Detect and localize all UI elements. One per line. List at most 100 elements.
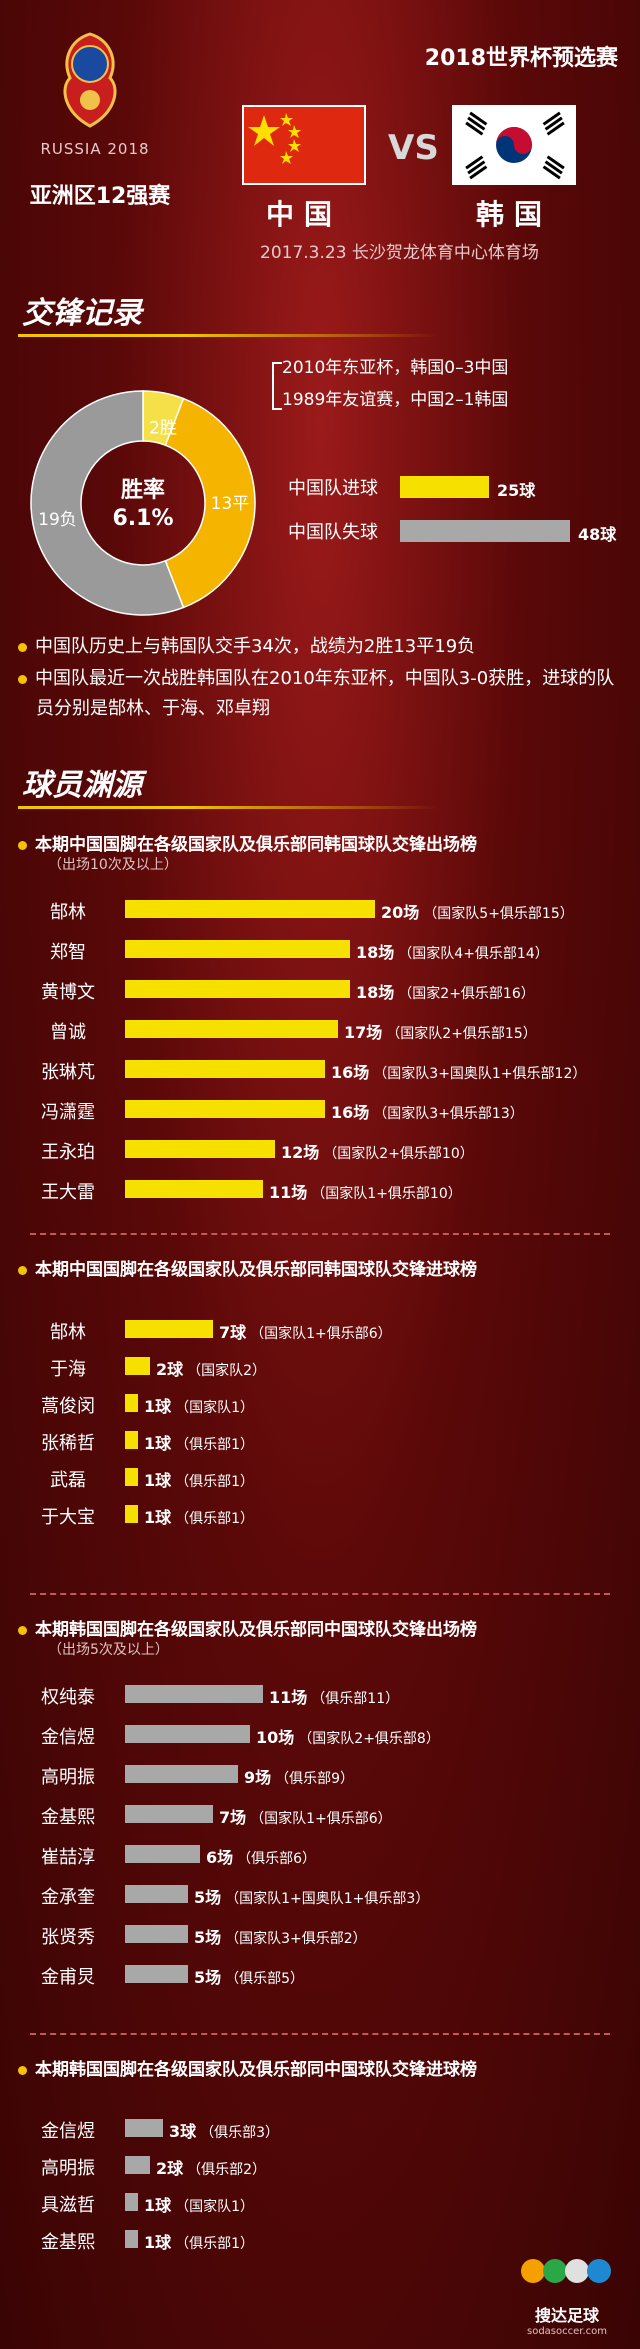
- player-bar: [125, 1885, 188, 1903]
- player-detail: （国家队2+俱乐部15）: [386, 1026, 537, 1042]
- section-divider: [30, 1593, 610, 1595]
- player-value-label: 20场 （国家队5+俱乐部15）: [381, 899, 574, 923]
- player-bar: [125, 2230, 138, 2248]
- player-detail: （俱乐部6）: [237, 1851, 317, 1867]
- player-detail: （俱乐部9）: [275, 1771, 355, 1787]
- player-value-label: 9场 （俱乐部9）: [244, 1764, 354, 1788]
- player-bar: [125, 2119, 163, 2137]
- player-bar: [125, 1100, 325, 1118]
- player-value-label: 11场 （国家队1+俱乐部10）: [269, 1179, 462, 1203]
- goals-bar-2: [400, 520, 570, 542]
- player-bar: [125, 1685, 263, 1703]
- record-note-1-text: 中国队历史上与韩国队交手34次，战绩为2胜13平19负: [35, 636, 476, 657]
- ranking-title-4: 本期韩国国脚在各级国家队及俱乐部同中国球队交锋进球榜: [18, 2055, 477, 2080]
- ranking-title-2: 本期中国国脚在各级国家队及俱乐部同韩国球队交锋进球榜: [18, 1255, 477, 1280]
- player-value-label: 2球 （俱乐部2）: [156, 2155, 266, 2179]
- section-divider: [30, 1233, 610, 1235]
- player-value: 11场: [269, 1688, 308, 1707]
- player-name: 冯潇霆: [41, 1102, 95, 1123]
- donut-center-value: 6.1%: [112, 506, 173, 531]
- player-name: 高明振: [41, 1767, 95, 1788]
- player-name: 蒿俊闵: [41, 1396, 95, 1417]
- player-value: 1球: [144, 1508, 172, 1527]
- player-detail: （国家队5+俱乐部15）: [423, 906, 574, 922]
- player-value: 1球: [144, 2196, 172, 2215]
- player-value-label: 7场 （国家队1+俱乐部6）: [219, 1804, 392, 1828]
- player-value-label: 17场 （国家队2+俱乐部15）: [344, 1019, 537, 1043]
- player-value-label: 10场 （国家队2+俱乐部8）: [256, 1724, 440, 1748]
- player-value: 1球: [144, 1434, 172, 1453]
- player-detail: （国家队3+俱乐部2）: [225, 1931, 367, 1947]
- record-section-title: 交锋记录: [22, 296, 142, 331]
- player-value: 2球: [156, 2159, 184, 2178]
- player-detail: （国家队2+俱乐部10）: [323, 1146, 474, 1162]
- player-bar: [125, 1925, 188, 1943]
- player-name: 郑智: [50, 942, 86, 963]
- vs-text: VS: [388, 128, 439, 168]
- player-name: 郜林: [50, 1322, 86, 1343]
- watermark: 搜达足球 sodasoccer.com: [512, 2244, 622, 2337]
- player-value-label: 1球 （俱乐部1）: [144, 1430, 254, 1454]
- player-detail: （国家队2+俱乐部8）: [298, 1731, 440, 1747]
- player-value: 16场: [331, 1103, 370, 1122]
- player-value-label: 5场 （国家队1+国奥队1+俱乐部3）: [194, 1884, 429, 1908]
- player-value-label: 5场 （俱乐部5）: [194, 1964, 304, 1988]
- player-name: 武磊: [50, 1470, 86, 1491]
- player-name: 黄博文: [41, 982, 95, 1003]
- player-name: 权纯泰: [41, 1687, 95, 1708]
- player-value-label: 1球 （俱乐部1）: [144, 1467, 254, 1491]
- section-divider: [30, 2033, 610, 2035]
- donut-label-1: 2胜: [149, 418, 177, 438]
- player-bar: [125, 1394, 138, 1412]
- record-title-underline: [18, 334, 438, 337]
- team-home: 中国: [265, 198, 342, 231]
- player-value: 10场: [256, 1728, 295, 1747]
- player-value-label: 2球 （国家队2）: [156, 1356, 266, 1380]
- player-detail: （国家队4+俱乐部14）: [398, 946, 549, 962]
- china-flag: [242, 105, 366, 185]
- player-name: 崔喆淳: [41, 1847, 95, 1868]
- player-value-label: 1球 （国家队1）: [144, 1393, 254, 1417]
- recent-results-bracket: [272, 362, 282, 410]
- player-detail: （国家队3+国奥队1+俱乐部12）: [373, 1066, 587, 1082]
- player-bar: [125, 1060, 325, 1078]
- player-value: 1球: [144, 2233, 172, 2252]
- brand-text: RUSSIA 2018: [40, 140, 150, 158]
- player-detail: （俱乐部1）: [175, 1437, 255, 1453]
- player-detail: （国家队2）: [187, 1363, 267, 1379]
- player-detail: （国家队1）: [175, 2199, 255, 2215]
- bullet-icon: [18, 642, 27, 652]
- player-name: 具滋哲: [41, 2195, 95, 2216]
- team-away: 韩国: [475, 198, 552, 231]
- watermark-name: 搜达足球: [534, 2306, 599, 2325]
- player-value: 7球: [219, 1323, 247, 1342]
- donut-label-2: 13平: [211, 494, 250, 514]
- ranking-title-text: 本期中国国脚在各级国家队及俱乐部同韩国球队交锋进球榜: [35, 1260, 477, 1280]
- player-bar: [125, 2193, 138, 2211]
- player-bar: [125, 900, 375, 918]
- player-name: 曾诚: [50, 1022, 86, 1043]
- player-name: 王永珀: [41, 1142, 95, 1163]
- players-title-underline: [18, 806, 438, 809]
- player-bar: [125, 1725, 250, 1743]
- ranking-title-1: 本期中国国脚在各级国家队及俱乐部同韩国球队交锋出场榜: [18, 830, 477, 855]
- player-detail: （国家队1+国奥队1+俱乐部3）: [225, 1891, 430, 1907]
- recent-result-2: 1989年友谊赛，中国2–1韩国: [282, 390, 509, 410]
- player-value: 17场: [344, 1023, 383, 1042]
- player-name: 金基熙: [41, 1807, 95, 1828]
- player-value: 5场: [194, 1968, 222, 1987]
- player-bar: [125, 1805, 213, 1823]
- record-donut-chart: 2胜 13平 19负 胜率 6.1%: [30, 390, 256, 616]
- player-detail: （国家队1+俱乐部6）: [250, 1811, 392, 1827]
- player-value: 18场: [356, 983, 395, 1002]
- player-name: 金甫炅: [41, 1967, 95, 1988]
- bullet-icon: [18, 1625, 27, 1635]
- player-bar: [125, 2156, 150, 2174]
- players-section-title: 球员渊源: [22, 768, 142, 803]
- player-detail: （国家队1+俱乐部6）: [250, 1326, 392, 1342]
- ranking-subtitle-3: （出场5次及以上）: [48, 1642, 169, 1658]
- player-bar: [125, 1765, 238, 1783]
- donut-center-label: 胜率: [121, 477, 165, 503]
- player-value-label: 16场 （国家队3+国奥队1+俱乐部12）: [331, 1059, 586, 1083]
- player-value: 1球: [144, 1397, 172, 1416]
